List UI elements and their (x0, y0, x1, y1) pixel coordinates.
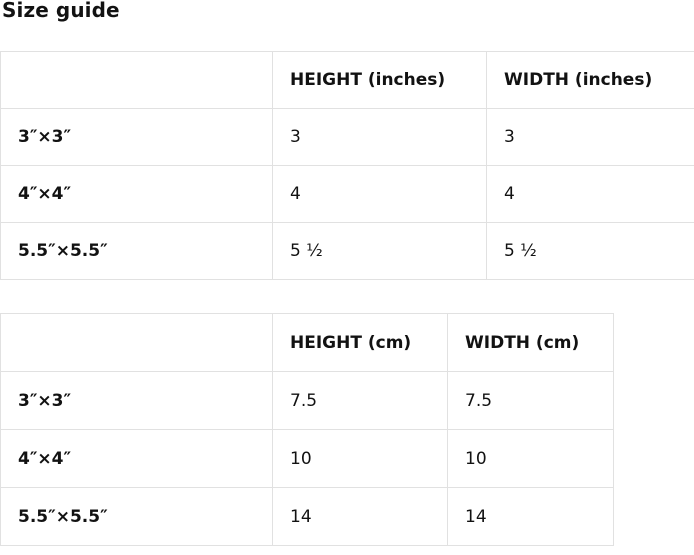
height-value-cell: 5 ½ (272, 222, 487, 280)
width-value-cell: 4 (486, 165, 694, 223)
width-value-cell: 5 ½ (486, 222, 694, 280)
size-label-cell: 3″×3″ (0, 371, 273, 430)
width-value-cell: 14 (447, 487, 614, 546)
table-row: 4″×4″ 10 10 (0, 429, 614, 488)
table-row: 5.5″×5.5″ 5 ½ 5 ½ (0, 222, 694, 280)
size-table-inches: HEIGHT (inches) WIDTH (inches) 3″×3″ 3 3… (0, 51, 694, 280)
header-cell-height: HEIGHT (cm) (272, 313, 448, 372)
width-value-cell: 7.5 (447, 371, 614, 430)
page-title: Size guide (2, 0, 120, 22)
table-header-row: HEIGHT (cm) WIDTH (cm) (0, 313, 614, 372)
height-value-cell: 14 (272, 487, 448, 546)
table-row: 3″×3″ 3 3 (0, 108, 694, 166)
table-row: 5.5″×5.5″ 14 14 (0, 487, 614, 546)
size-label-cell: 3″×3″ (0, 108, 273, 166)
size-label-cell: 4″×4″ (0, 165, 273, 223)
height-value-cell: 10 (272, 429, 448, 488)
header-cell-empty (0, 51, 273, 109)
width-value-cell: 10 (447, 429, 614, 488)
header-cell-width: WIDTH (cm) (447, 313, 614, 372)
size-label-cell: 5.5″×5.5″ (0, 222, 273, 280)
height-value-cell: 4 (272, 165, 487, 223)
table-header-row: HEIGHT (inches) WIDTH (inches) (0, 51, 694, 109)
size-label-cell: 5.5″×5.5″ (0, 487, 273, 546)
width-value-cell: 3 (486, 108, 694, 166)
header-cell-empty (0, 313, 273, 372)
table-row: 3″×3″ 7.5 7.5 (0, 371, 614, 430)
height-value-cell: 3 (272, 108, 487, 166)
table-row: 4″×4″ 4 4 (0, 165, 694, 223)
header-cell-height: HEIGHT (inches) (272, 51, 487, 109)
size-label-cell: 4″×4″ (0, 429, 273, 488)
header-cell-width: WIDTH (inches) (486, 51, 694, 109)
size-table-cm: HEIGHT (cm) WIDTH (cm) 3″×3″ 7.5 7.5 4″×… (0, 313, 614, 546)
height-value-cell: 7.5 (272, 371, 448, 430)
